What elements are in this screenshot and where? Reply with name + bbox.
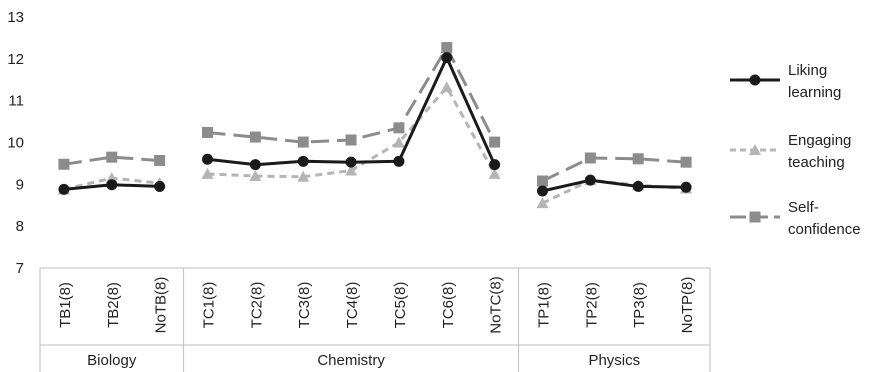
legend-label: confidence [788, 221, 861, 238]
y-tick-label: 11 [8, 93, 24, 110]
series-line [541, 156, 687, 183]
data-point [106, 179, 118, 191]
data-point [345, 134, 357, 146]
legend-label: Engaging [788, 132, 851, 149]
series-lines [57, 42, 693, 209]
data-point [537, 185, 548, 197]
data-point [632, 180, 644, 192]
data-point [249, 169, 262, 181]
data-point [537, 175, 548, 187]
data-point [749, 211, 761, 223]
series-line [542, 178, 687, 193]
data-point [249, 159, 261, 171]
group-label: Biology [87, 352, 137, 369]
x-tick-label: TC5(8) [392, 282, 409, 329]
data-point [154, 180, 166, 192]
data-point [297, 170, 310, 182]
x-tick-label: TP3(8) [631, 282, 648, 328]
data-point [488, 167, 501, 179]
data-point [106, 151, 118, 163]
data-point [749, 144, 761, 155]
x-tick-label: NoTB(8) [153, 277, 170, 334]
data-point [297, 136, 309, 148]
group-label: Chemistry [317, 352, 385, 369]
y-tick-label: 10 [7, 135, 24, 152]
legend-label: teaching [788, 154, 845, 171]
data-point [297, 155, 309, 167]
data-point [201, 167, 214, 179]
data-point [632, 153, 644, 165]
series-line [207, 56, 496, 167]
data-point [202, 153, 213, 165]
data-point [392, 136, 405, 148]
data-point [249, 131, 261, 143]
axes: 7 8 9 10 11 12 13 Biology Chemistry Physics TB1(8)… [7, 9, 711, 372]
legend-label: Liking [788, 62, 827, 79]
x-tick-label: TC3(8) [296, 282, 313, 329]
x-tick-label: TP1(8) [536, 282, 553, 328]
data-point [345, 164, 358, 176]
data-point [584, 152, 596, 164]
y-tick-label: 7 [16, 260, 24, 277]
y-tick-label: 12 [7, 51, 24, 68]
x-tick-label: TC1(8) [201, 282, 218, 329]
data-point [536, 197, 549, 209]
data-point [345, 156, 357, 168]
data-point [489, 159, 501, 171]
x-tick-label: TC2(8) [248, 282, 265, 329]
y-tick-label: 9 [16, 176, 24, 193]
data-point [202, 126, 213, 138]
x-tick-label: TC6(8) [440, 282, 457, 329]
data-point [584, 174, 596, 186]
x-tick-label: TB1(8) [57, 282, 74, 328]
data-point [489, 136, 501, 148]
data-point [393, 122, 405, 134]
legend-label: learning [788, 84, 841, 101]
x-tick-label: TP2(8) [583, 282, 600, 328]
x-tick-label: TB2(8) [105, 282, 122, 328]
data-point [58, 183, 70, 195]
series-line [63, 155, 160, 166]
data-point [749, 74, 761, 86]
data-point [441, 42, 453, 54]
x-tick-label: TC4(8) [344, 282, 361, 329]
legend: Liking learning Engaging teaching Self-confi… [730, 62, 861, 238]
data-point [680, 156, 692, 168]
legend-label: Self- [788, 199, 819, 216]
group-label: Physics [588, 352, 640, 369]
x-tick-label: NoTP(8) [679, 277, 696, 334]
y-tick-label: 8 [16, 218, 24, 235]
data-point [441, 52, 453, 64]
data-point [154, 154, 166, 166]
y-tick-label: 13 [7, 9, 24, 26]
data-point [58, 158, 70, 170]
x-tick-label: NoTC(8) [488, 276, 505, 334]
data-point [440, 81, 453, 93]
data-point [680, 181, 692, 193]
data-point [393, 155, 405, 167]
